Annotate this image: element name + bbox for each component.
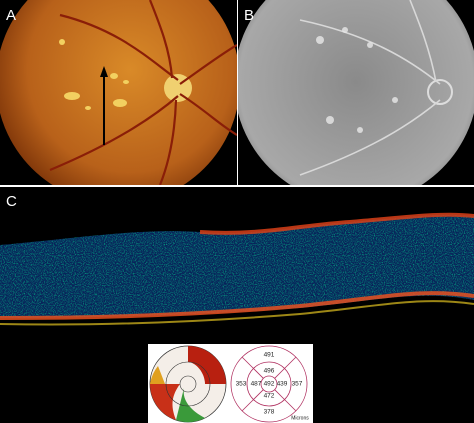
panel-label: A	[6, 7, 16, 24]
thickness-value: 472	[264, 393, 275, 400]
oct-scan	[0, 212, 474, 326]
arrow-head	[100, 66, 108, 77]
panel-label: C	[6, 193, 17, 210]
sector-grid	[230, 345, 308, 423]
thickness-value: 487	[251, 381, 262, 388]
thickness-value: 378	[264, 409, 275, 416]
thickness-value: 492	[264, 381, 275, 388]
thickness-value: 491	[264, 352, 275, 359]
thickness-value: 357	[292, 381, 303, 388]
thickness-value: 496	[264, 368, 275, 375]
fundus-photo	[0, 0, 237, 185]
unit-label: Microns	[291, 415, 309, 421]
color-map	[149, 345, 227, 423]
angiogram	[238, 0, 474, 185]
panel-label: B	[244, 7, 254, 24]
thickness-value: 439	[277, 381, 288, 388]
thickness-value: 353	[236, 381, 247, 388]
